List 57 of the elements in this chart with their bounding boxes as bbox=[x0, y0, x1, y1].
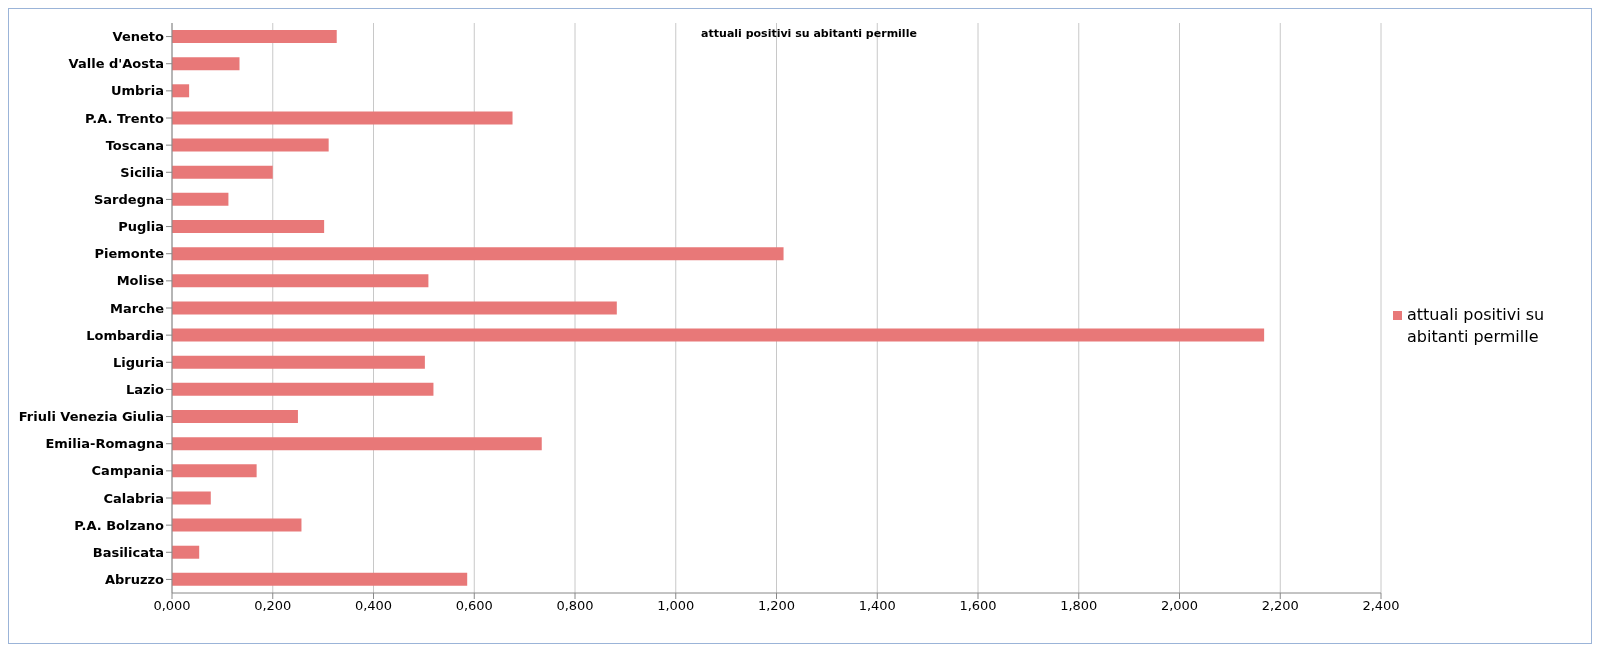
y-tick-label: Umbria bbox=[110, 83, 164, 99]
y-tick-label: Lazio bbox=[125, 382, 165, 398]
legend-label: attuali positivi su abitanti permille bbox=[1407, 304, 1546, 348]
x-tick-label: 0,600 bbox=[455, 598, 493, 614]
y-tick-label: Liguria bbox=[113, 354, 164, 370]
y-tick-label: Emilia-Romagna bbox=[45, 436, 164, 452]
bar bbox=[172, 301, 617, 315]
bar bbox=[172, 328, 1265, 342]
bar bbox=[172, 464, 257, 478]
x-tick-label: 0,800 bbox=[556, 598, 594, 614]
x-tick-label: 0,000 bbox=[153, 598, 191, 614]
y-tick-label: Valle d'Aosta bbox=[68, 56, 164, 72]
bar bbox=[172, 545, 200, 559]
bar bbox=[172, 355, 425, 369]
bar bbox=[172, 247, 784, 261]
y-tick-label: P.A. Bolzano bbox=[74, 517, 165, 533]
bar bbox=[172, 57, 240, 71]
x-tick-label: 1,800 bbox=[1060, 598, 1098, 614]
bar bbox=[172, 274, 429, 288]
bar bbox=[172, 410, 298, 423]
y-tick-label: Toscana bbox=[105, 137, 164, 153]
y-tick-label: Abruzzo bbox=[104, 572, 165, 588]
x-tick-label: 1,200 bbox=[757, 598, 796, 614]
y-tick-label: Puglia bbox=[118, 219, 164, 235]
x-tick-label: 1,600 bbox=[959, 598, 997, 614]
y-tick-label: Piemonte bbox=[94, 246, 165, 262]
x-tick-label: 1,400 bbox=[858, 598, 896, 614]
x-tick-label: 1,000 bbox=[657, 598, 695, 614]
bar bbox=[172, 111, 513, 125]
bar bbox=[172, 165, 273, 179]
y-tick-label: Molise bbox=[116, 273, 165, 289]
bar bbox=[172, 491, 211, 505]
x-tick-label: 0,200 bbox=[254, 598, 292, 614]
y-tick-label: Calabria bbox=[103, 490, 164, 506]
chart-title: attuali positivi su abitanti permille bbox=[700, 27, 918, 40]
bar bbox=[172, 138, 329, 152]
bar bbox=[172, 382, 434, 396]
x-tick-label: 0,400 bbox=[354, 598, 393, 614]
x-tick-label: 2,000 bbox=[1160, 598, 1199, 614]
y-tick-label: Sicilia bbox=[120, 164, 164, 180]
y-tick-label: P.A. Trento bbox=[85, 110, 165, 126]
x-tick-label: 2,200 bbox=[1261, 598, 1299, 614]
y-tick-label: Sardegna bbox=[93, 192, 164, 208]
y-tick-label: Friuli Venezia Giulia bbox=[18, 409, 164, 425]
bar bbox=[172, 30, 337, 43]
x-tick-label: 2,400 bbox=[1362, 598, 1400, 614]
y-tick-label: Lombardia bbox=[86, 327, 164, 343]
bar bbox=[172, 220, 325, 233]
bar bbox=[172, 518, 302, 532]
y-tick-label: Basilicata bbox=[92, 544, 164, 560]
bar bbox=[172, 84, 190, 98]
bar bbox=[172, 572, 468, 586]
bar bbox=[172, 192, 229, 206]
bar bbox=[172, 437, 542, 451]
y-tick-label: Veneto bbox=[112, 29, 165, 45]
y-tick-label: Campania bbox=[91, 463, 164, 479]
y-tick-label: Marche bbox=[110, 300, 165, 316]
